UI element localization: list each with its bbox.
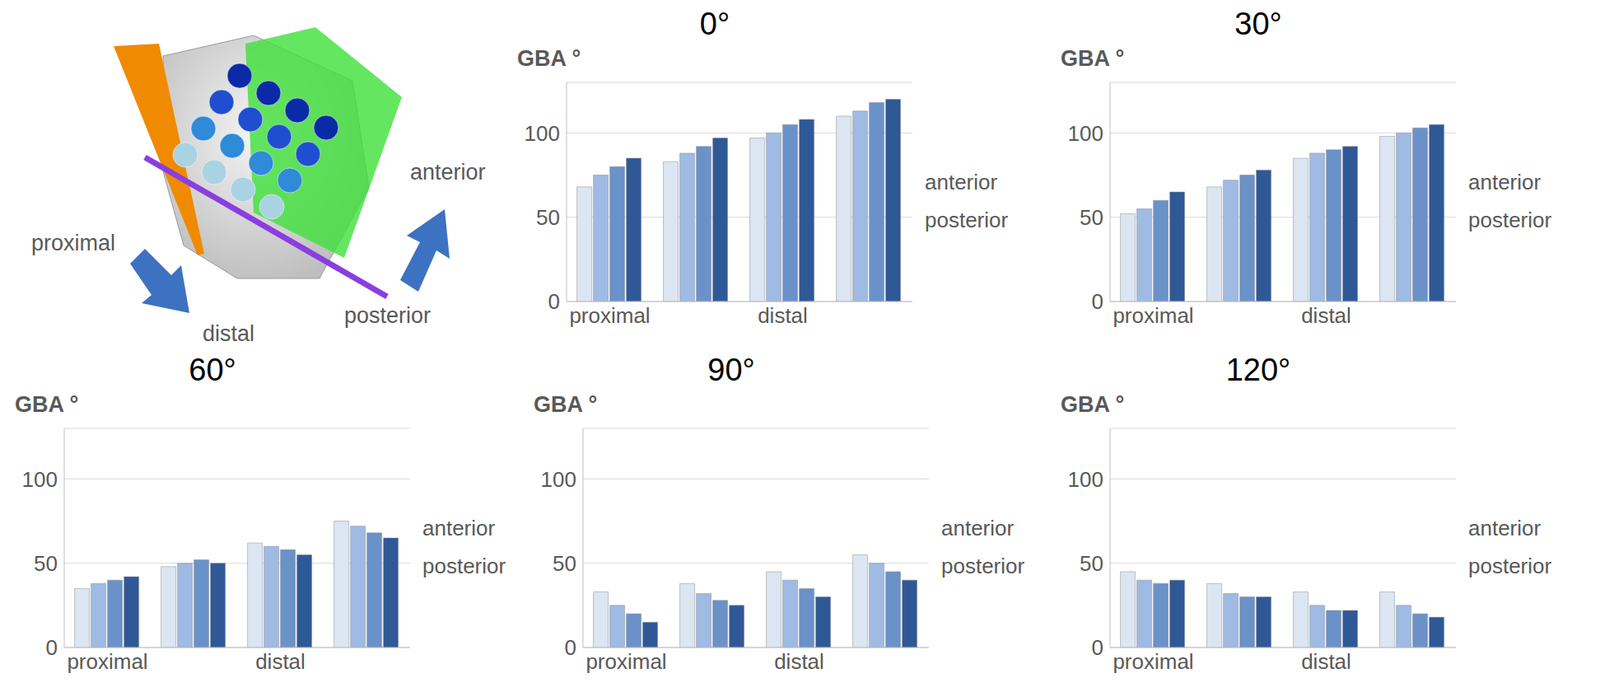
svg-text:50: 50 — [552, 550, 577, 576]
html-text:GBA °: GBA ° — [1060, 391, 1125, 417]
svg-text:50: 50 — [1079, 205, 1104, 230]
html-text:anterior: anterior — [422, 515, 496, 541]
html-text:anterior: anterior — [410, 159, 486, 185]
svg-text:50: 50 — [33, 550, 58, 576]
svg-text:0: 0 — [1091, 289, 1104, 314]
html-text:anterior: anterior — [924, 169, 998, 195]
html-text:posterior: posterior — [941, 553, 1025, 579]
html-text:GBA °: GBA ° — [533, 391, 598, 417]
html-text:30°: 30° — [1234, 6, 1282, 42]
html-text:anterior: anterior — [941, 515, 1014, 541]
svg-text:distal: distal — [757, 303, 808, 328]
html-text:posterior: posterior — [344, 303, 431, 328]
svg-text:100: 100 — [1068, 466, 1104, 492]
svg-text:100: 100 — [22, 466, 58, 492]
svg-text:0: 0 — [1091, 634, 1104, 660]
html-text:90°: 90° — [707, 352, 755, 388]
html-text:GBA °: GBA ° — [517, 46, 581, 71]
svg-text:distal: distal — [774, 648, 825, 674]
svg-text:proximal: proximal — [585, 648, 667, 674]
svg-text:proximal: proximal — [66, 648, 148, 674]
html-text:posterior: posterior — [1468, 553, 1552, 579]
svg-text:0: 0 — [564, 634, 577, 660]
svg-text:distal: distal — [255, 648, 306, 674]
html-text:anterior: anterior — [1468, 515, 1541, 541]
html-text:0°: 0° — [699, 6, 730, 42]
html-text:distal: distal — [202, 321, 255, 346]
html-text:120°: 120° — [1225, 352, 1291, 388]
html-text:60°: 60° — [188, 352, 237, 388]
svg-text:proximal: proximal — [569, 303, 650, 328]
svg-text:100: 100 — [1068, 121, 1104, 146]
svg-text:distal: distal — [1301, 303, 1352, 328]
svg-text:50: 50 — [536, 205, 560, 230]
html-text:GBA °: GBA ° — [1060, 46, 1125, 71]
html-text:posterior: posterior — [1468, 207, 1552, 233]
svg-text:100: 100 — [524, 121, 560, 146]
svg-text:distal: distal — [1301, 648, 1352, 674]
html-text:proximal: proximal — [31, 230, 116, 256]
html-text:posterior: posterior — [924, 207, 1009, 233]
svg-text:0: 0 — [548, 289, 560, 314]
svg-text:proximal: proximal — [1112, 303, 1194, 328]
svg-text:proximal: proximal — [1112, 648, 1194, 674]
html-text:anterior: anterior — [1468, 169, 1541, 195]
html-text:posterior: posterior — [422, 553, 506, 579]
svg-text:100: 100 — [541, 466, 577, 492]
svg-text:50: 50 — [1079, 550, 1104, 576]
svg-text:0: 0 — [46, 634, 58, 660]
html-text:GBA °: GBA ° — [14, 391, 79, 417]
